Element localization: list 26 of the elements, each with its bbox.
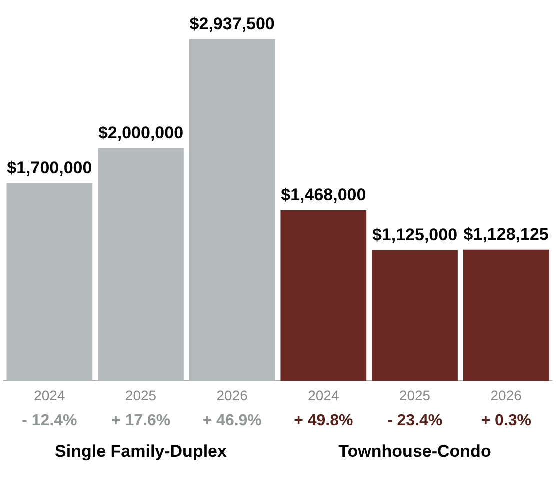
x-tick-label: 2026 <box>216 387 248 404</box>
x-tick-label: 2025 <box>125 387 157 404</box>
text: - 12.4% <box>22 412 78 430</box>
text: + 49.8% <box>294 412 354 430</box>
bar <box>280 210 367 382</box>
data-label: $2,000,000 <box>98 124 184 143</box>
x-tick-label: 2026 <box>490 387 522 404</box>
text: Townhouse-Condo <box>338 442 492 461</box>
x-tick-label: 2025 <box>399 387 431 404</box>
x-tick-label: 2024 <box>308 387 340 404</box>
bar <box>372 250 458 382</box>
data-label: $1,125,000 <box>372 225 458 244</box>
data-label: $1,128,125 <box>464 225 549 244</box>
bar <box>463 250 550 382</box>
data-label: $1,700,000 <box>7 158 92 178</box>
data-label: $2,937,500 <box>190 14 275 34</box>
bar <box>98 148 184 382</box>
text: - 23.4% <box>387 412 443 430</box>
bar <box>189 39 276 382</box>
x-tick-label: 2024 <box>34 387 66 404</box>
bar <box>6 183 93 382</box>
text: + 46.9% <box>202 412 262 430</box>
text: + 17.6% <box>111 412 171 430</box>
data-label: $1,468,000 <box>281 186 366 205</box>
text: + 0.3% <box>481 412 532 430</box>
text: Single Family-Duplex <box>55 442 228 461</box>
